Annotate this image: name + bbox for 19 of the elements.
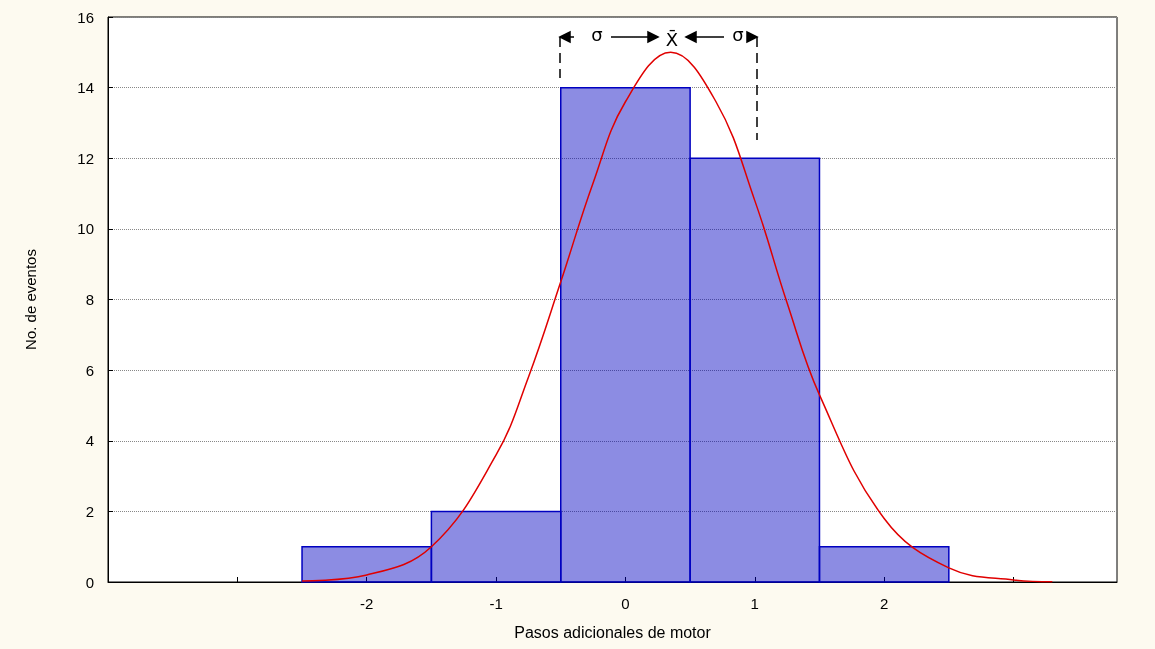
annotation: X̄: [665, 28, 679, 50]
y-tick-label: 16: [77, 8, 94, 26]
y-tick-label: 14: [77, 79, 94, 97]
x-axis-title: Pasos adicionales de motor: [514, 623, 712, 641]
y-tick-label: 4: [85, 432, 94, 450]
annotation: σ: [732, 24, 744, 45]
y-tick-label: 10: [77, 220, 94, 238]
y-tick-label: 6: [85, 361, 94, 379]
x-tick-label: 0: [621, 595, 630, 612]
x-tick-label: -2: [360, 595, 374, 612]
y-tick-label: 8: [85, 291, 94, 308]
x-tick-label: -1: [489, 595, 503, 612]
y-tick-label: 2: [85, 502, 94, 520]
y-axis-title: No. de eventos: [22, 249, 39, 350]
x-tick-label: 2: [879, 595, 889, 612]
y-tick-label: 12: [77, 149, 94, 167]
annotation: σ: [591, 24, 603, 45]
x-tick-label: 1: [750, 595, 759, 612]
y-tick-label: 0: [85, 573, 94, 591]
